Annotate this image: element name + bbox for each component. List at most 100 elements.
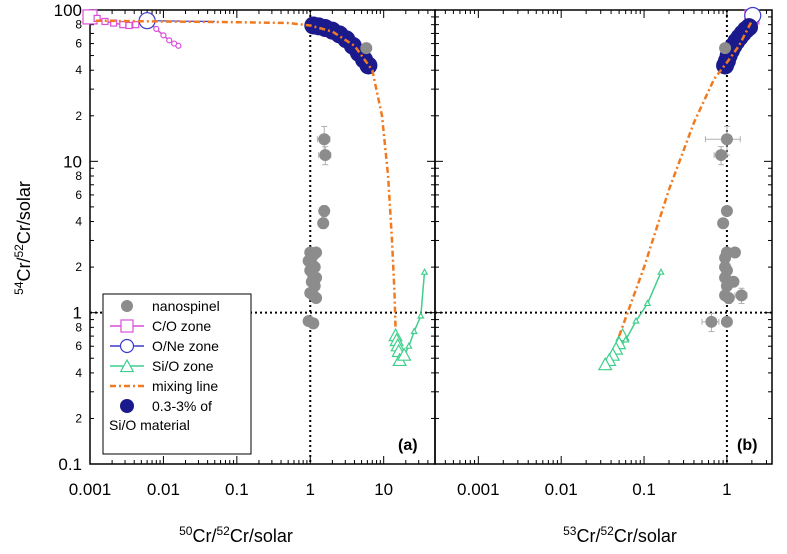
nanospinel-point-b: [722, 292, 735, 305]
x-tick-label-a-1: 0.01: [147, 480, 180, 499]
nanospinel-point-b: [717, 217, 730, 230]
legend-marker-nanospinel: [121, 300, 133, 312]
y-tick-label-1: 10: [63, 152, 82, 171]
nanospinel-point-a: [360, 42, 373, 55]
x-tick-label-b-3: 1: [722, 480, 731, 499]
sio-zone-point-a: [417, 311, 425, 319]
y-axis-tick-labels: 100 10 1 0.1 2 4 6 8 2 4 6 8 2 4 6 8: [54, 1, 83, 474]
y-minor-label-1-6: 6: [75, 37, 82, 51]
panel-b-marks: [435, 6, 772, 464]
y-tick-label-0: 100: [54, 1, 82, 20]
sio-zone-point-a: [405, 341, 413, 349]
nanospinel-point-a: [317, 217, 330, 230]
x-axis-title-a-mid: Cr/: [192, 526, 216, 546]
x-tick-label-a-2: 0.1: [225, 480, 249, 499]
y-minor-label-1-8: 8: [75, 18, 82, 32]
y-axis-title: 54Cr/52Cr/solar: [12, 181, 34, 295]
x-axis-title-a-sup1: 50: [179, 524, 193, 538]
nanospinel-point-b: [705, 315, 718, 328]
y-axis-title-sup2: 52: [12, 244, 26, 258]
y-tick-label-2: 1: [73, 304, 82, 323]
nanospinel-point-b: [727, 275, 740, 288]
x-tick-label-a-4: 10: [374, 480, 393, 499]
legend-label-sio-zone: Si/O zone: [152, 358, 214, 374]
x-axis-title-b-mid: Cr/: [576, 526, 600, 546]
nanospinel-point-a: [318, 204, 331, 217]
legend-label-sio-material-2: Si/O material: [109, 417, 190, 433]
sio-zone-point-b: [657, 267, 665, 275]
co-zone-point-a: [132, 21, 140, 29]
sio-material-point-a: [359, 56, 378, 75]
panel-b-ticks: 0.001 0.01 0.1 1: [434, 9, 772, 499]
nanospinel-point-b: [728, 246, 741, 259]
y-axis-title-sup1: 54: [12, 281, 26, 295]
nanospinel-point-b: [715, 149, 728, 162]
x-tick-label-a-3: 1: [306, 480, 315, 499]
legend-label-nanospinel: nanospinel: [152, 298, 220, 314]
y-axis-title-tail: Cr/solar: [14, 181, 34, 244]
nanospinel-point-a: [318, 133, 331, 146]
x-axis-title-b-tail: Cr/solar: [614, 526, 677, 546]
x-tick-label-a-0: 0.001: [69, 480, 112, 499]
co-zone-point-a: [125, 21, 133, 30]
sio-zone-point-a: [420, 267, 429, 275]
legend-label-sio-material-1: 0.3-3% of: [152, 398, 212, 414]
nanospinel-point-a: [310, 292, 323, 305]
sio-zone-point-b: [597, 356, 613, 371]
sio-zone-point-a: [396, 347, 412, 361]
panel-b-frame: [434, 9, 773, 465]
x-tick-label-b-0: 0.001: [457, 480, 500, 499]
y-minor-label-0-4: 4: [75, 215, 82, 229]
legend-marker-co-zone: [120, 319, 134, 333]
mixing-line-a: [95, 19, 397, 328]
panel-a-marks: [82, 9, 435, 464]
y-minor-label-0-6: 6: [75, 188, 82, 202]
x-tick-label-b-2: 0.1: [632, 480, 656, 499]
legend-marker-sio-zone: [119, 358, 135, 373]
legend-label-mixing-line: mixing line: [152, 378, 218, 394]
nanospinel-point-b: [719, 251, 732, 264]
x-axis-title-a-sup2: 52: [216, 524, 230, 538]
panel-a-label: (a): [398, 437, 418, 454]
y-minor-label--1-6: 6: [75, 339, 82, 353]
y-minor-label-0-2: 2: [75, 260, 82, 274]
y-minor-label--1-2: 2: [75, 411, 82, 425]
nanospinel-point-b: [719, 42, 732, 55]
y-tick-label-3: 0.1: [58, 455, 82, 474]
one-zone-point-a: [160, 32, 167, 39]
y-axis-title-mid: Cr/: [14, 258, 34, 282]
panel-a-ticks: 0.001 0.01 0.1 1 10: [69, 9, 436, 499]
x-axis-title-b: 53Cr/52Cr/solar: [563, 524, 677, 546]
nanospinel-point-b: [720, 204, 733, 217]
sio-zone-point-a: [410, 327, 418, 335]
one-zone-point-a: [153, 25, 160, 33]
x-axis-title-a: 50Cr/52Cr/solar: [179, 524, 293, 546]
sio-zone-point-b: [643, 299, 652, 307]
y-minor-label-1-2: 2: [75, 109, 82, 123]
x-axis-title-b-sup1: 53: [563, 524, 577, 538]
x-axis-title-a-tail: Cr/solar: [230, 526, 293, 546]
legend-label-co-zone: C/O zone: [152, 318, 211, 334]
y-minor-label--1-8: 8: [75, 320, 82, 334]
one-zone-point-a: [166, 37, 173, 44]
one-zone-point-a: [175, 42, 182, 49]
legend: nanospinel C/O zone O/Ne zone Si/O zone …: [102, 293, 252, 455]
legend-label-one-zone: O/Ne zone: [152, 338, 219, 354]
nanospinel-point-a: [307, 317, 320, 330]
x-tick-label-b-1: 0.01: [545, 480, 578, 499]
y-minor-label--1-4: 4: [75, 366, 82, 380]
y-minor-label-0-8: 8: [75, 169, 82, 183]
legend-marker-sio-material: [120, 399, 134, 413]
x-axis-title-b-sup2: 52: [600, 524, 614, 538]
sio-zone-point-b: [632, 316, 640, 324]
nanospinel-point-a: [310, 246, 323, 259]
nanospinel-point-b: [720, 133, 733, 146]
panel-b: 0.001 0.01 0.1 1 (b): [434, 6, 773, 499]
co-zone-point-a: [119, 21, 127, 29]
nanospinel-point-b: [720, 315, 733, 328]
nanospinel-point-b: [735, 289, 748, 302]
panel-b-label: (b): [737, 437, 757, 454]
y-minor-label-1-4: 4: [75, 63, 82, 77]
panel-a: 0.001 0.01 0.1 1 10 (a): [69, 9, 436, 499]
